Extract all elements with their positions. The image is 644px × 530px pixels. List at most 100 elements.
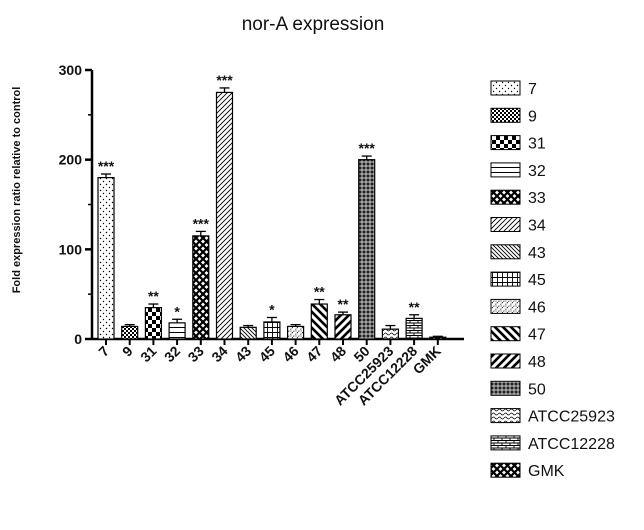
bar bbox=[334, 314, 352, 340]
legend-item: GMK bbox=[490, 462, 565, 480]
bar bbox=[168, 322, 186, 340]
legend-label: 48 bbox=[528, 354, 546, 371]
legend-swatch bbox=[490, 107, 521, 123]
bar-group: ** bbox=[144, 288, 162, 340]
x-tick-label: 48 bbox=[327, 343, 349, 365]
x-tick-label: 43 bbox=[232, 343, 254, 365]
legend-label: ATCC25923 bbox=[528, 409, 615, 426]
legend-label: ATCC12228 bbox=[528, 436, 615, 453]
bar bbox=[239, 326, 257, 340]
bar-group: *** bbox=[358, 140, 376, 340]
legend-label: 32 bbox=[528, 163, 546, 180]
bar bbox=[192, 235, 210, 340]
legend-item: 34 bbox=[490, 217, 546, 235]
legend-label: 46 bbox=[528, 299, 546, 316]
x-tick-label: 33 bbox=[185, 343, 207, 365]
y-tick-label: 0 bbox=[74, 331, 82, 347]
significance-label: *** bbox=[98, 158, 115, 174]
legend-item: 7 bbox=[490, 80, 537, 98]
legend-swatch bbox=[490, 326, 521, 342]
bar bbox=[263, 321, 281, 340]
legend-swatch bbox=[490, 271, 521, 287]
legend-item: 43 bbox=[490, 244, 546, 262]
bars: ********************** bbox=[97, 72, 447, 340]
legend-swatch bbox=[490, 298, 521, 314]
significance-label: ** bbox=[409, 299, 420, 315]
legend-swatch bbox=[490, 189, 521, 205]
bar-group: *** bbox=[215, 72, 234, 340]
legend-swatch bbox=[490, 135, 521, 151]
bar-group: ** bbox=[334, 296, 352, 340]
legend-item: 32 bbox=[490, 162, 546, 180]
significance-label: ** bbox=[314, 284, 325, 300]
significance-label: * bbox=[269, 301, 275, 317]
chart-title: nor-A expression bbox=[242, 14, 385, 35]
bar-group: * bbox=[263, 301, 281, 340]
bar bbox=[310, 303, 328, 340]
significance-label: *** bbox=[193, 215, 210, 231]
legend-label: 7 bbox=[528, 81, 537, 98]
legend-label: 33 bbox=[528, 190, 546, 207]
legend-label: 31 bbox=[528, 136, 546, 153]
bar-group: * bbox=[168, 303, 186, 340]
bar bbox=[97, 177, 115, 340]
bar-group: ** bbox=[310, 284, 328, 340]
bar-group: *** bbox=[192, 215, 210, 340]
legend-label: 45 bbox=[528, 272, 546, 289]
x-tick-label: 31 bbox=[137, 343, 159, 365]
legend-item: ATCC12228 bbox=[490, 435, 615, 453]
legend-item: 31 bbox=[490, 135, 546, 153]
legend-label: 50 bbox=[528, 381, 546, 398]
significance-label: *** bbox=[359, 140, 376, 156]
legend-label: 43 bbox=[528, 245, 546, 262]
significance-label: *** bbox=[216, 72, 233, 88]
legend-swatch bbox=[490, 162, 521, 178]
x-tick-label: 7 bbox=[95, 343, 112, 360]
bar-group bbox=[287, 324, 305, 340]
legend-label: GMK bbox=[528, 463, 565, 480]
x-tick-label: 34 bbox=[208, 343, 230, 365]
bar bbox=[405, 317, 423, 340]
legend-label: 9 bbox=[528, 108, 537, 125]
legend-swatch bbox=[490, 408, 521, 424]
legend-label: 34 bbox=[528, 218, 546, 235]
legend-item: 46 bbox=[490, 298, 546, 316]
x-tick-label: 46 bbox=[279, 343, 301, 365]
legend-swatch bbox=[490, 435, 521, 451]
bar bbox=[121, 325, 139, 340]
legend-swatch bbox=[490, 462, 521, 478]
legend-swatch bbox=[490, 217, 521, 232]
bar bbox=[358, 159, 376, 340]
x-tick-label: GMK bbox=[410, 343, 444, 377]
bar-group bbox=[121, 324, 139, 340]
significance-label: ** bbox=[148, 288, 159, 304]
y-axis-label: Fold expression ratio relative to contro… bbox=[11, 87, 23, 294]
legend-swatch bbox=[490, 80, 521, 96]
bar bbox=[215, 91, 234, 340]
bar bbox=[381, 328, 399, 340]
x-tick-labels: 7 9 31 32 33 34 43 45 46 47 48 50ATCC25923ATCC12228… bbox=[95, 339, 444, 408]
legend-label: 47 bbox=[528, 327, 546, 344]
significance-label: * bbox=[174, 303, 180, 319]
bar bbox=[287, 325, 305, 340]
bar bbox=[429, 336, 447, 340]
y-tick-label: 300 bbox=[59, 62, 83, 78]
legend-item: 9 bbox=[490, 107, 537, 125]
legend-item: 47 bbox=[490, 326, 546, 344]
legend: 7 9 31 32 33 34 43 45 46 47 48 50 ATCC25923 ATCC12228… bbox=[490, 80, 615, 480]
legend-item: 33 bbox=[490, 189, 546, 207]
legend-item: 45 bbox=[490, 271, 546, 289]
y-axis: 0 100 200 300 bbox=[59, 62, 464, 347]
x-tick-label: 45 bbox=[256, 343, 278, 365]
y-tick-label: 100 bbox=[59, 241, 83, 257]
bar-group: ** bbox=[405, 299, 423, 340]
y-tick-label: 200 bbox=[59, 152, 83, 168]
legend-swatch bbox=[490, 244, 521, 260]
legend-item: 48 bbox=[490, 353, 546, 371]
bar-group bbox=[429, 335, 447, 340]
bar-group bbox=[239, 324, 257, 340]
x-tick-label: 32 bbox=[161, 343, 183, 365]
significance-label: ** bbox=[338, 296, 349, 312]
legend-swatch bbox=[490, 353, 521, 369]
